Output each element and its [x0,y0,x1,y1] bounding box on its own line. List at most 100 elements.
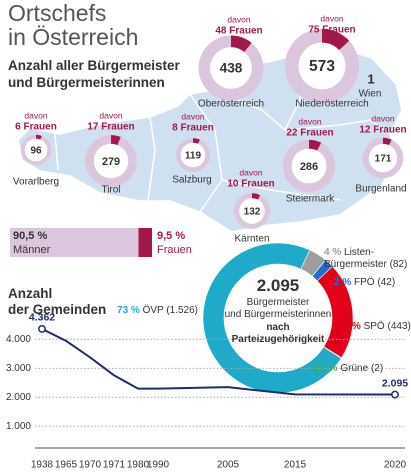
party-name: SPÖ [363,321,385,332]
state-inner [291,148,327,184]
donut-title: Bürgermeister und Bürgermeisterinnen [224,297,332,320]
x-tick-label: 1990 [147,460,170,471]
state-border [221,179,341,201]
party-name: FPÖ [354,277,375,288]
state-note: davon [227,14,250,24]
party-label: 73 % ÖVP (1.526) [100,305,198,317]
party-share: 4 % [324,247,342,258]
state-border [147,116,156,201]
state-women-wedge [252,193,261,201]
state-total-label: 1 [367,71,374,86]
state-inner [368,143,398,173]
state-total-label: 286 [300,161,318,173]
party-share: 73 % [117,305,140,316]
x-tick-label: 2020 [384,460,407,471]
state-note: davon [24,110,47,120]
state-women-wedge [111,135,121,146]
gender-value-label: 90,5 % [13,230,47,242]
state-name: Wien [359,89,382,100]
line-chart-title: Anzahl der Gemeinden [8,286,107,317]
party-label: 4 % Listen- Bürgermeister (82) [324,247,410,271]
state-women-label: 75 Frauen [308,25,355,36]
party-count: (82) [389,259,408,270]
state-name: Vorarlberg [13,177,59,188]
state-inner [298,42,346,90]
line-marker [38,324,46,333]
line-value-label: 2.095 [382,377,408,389]
state-note: davon [298,116,321,126]
state-name: Kärnten [234,234,269,245]
party-name: Grüne [340,363,369,374]
gender-bar [10,228,139,257]
x-tick-label: 1970 [79,460,102,471]
state-note: davon [99,110,122,120]
party-share: 21 % [338,321,361,332]
state-name: Steiermark [286,194,335,205]
party-share: 0,1 % [312,363,338,374]
state-note: davon [181,111,204,121]
state-inner [93,143,129,179]
state-inner [239,198,265,224]
title: Ortschefs in Österreich [8,0,139,50]
donut-subtitle: nach Parteizugehörigkeit [231,322,325,345]
donut-segment [202,242,342,394]
state-total-label: 279 [102,156,120,168]
state-total-label: 573 [309,58,335,75]
state-total-label: 96 [30,146,42,157]
state-women-label: 10 Frauen [227,179,274,190]
party-count: (443) [387,321,411,332]
state-women-label: 17 Frauen [87,122,134,133]
y-tick-label: 2.000 [6,392,31,403]
party-count: (2) [370,363,384,374]
state-name: Tirol [101,185,120,196]
state-total-label: 171 [375,154,392,165]
party-count: (1.526) [166,305,198,316]
gender-bar [138,228,152,257]
party-name: Listen- Bürgermeister [324,247,387,270]
gender-value-label: 9,5 % [157,230,185,242]
state-name: Oberösterreich [198,99,264,110]
state-inner [180,142,206,168]
state-total-label: 132 [244,207,261,218]
y-tick-label: 1.000 [6,421,31,432]
state-border [54,133,59,171]
state-women-label: 22 Frauen [286,128,333,139]
state-name: Salzburg [172,175,211,186]
state-note: davon [371,113,394,123]
line-series [41,327,396,396]
state-women-label: 12 Frauen [359,125,406,136]
state-women-label: 6 Frauen [15,122,57,133]
y-tick-label: 3.000 [6,363,31,374]
state-total-label: 119 [185,151,202,162]
party-label: 21 % SPÖ (443) [338,321,411,333]
line-marker [391,390,399,399]
x-tick-label: 1980 [127,460,150,471]
state-inner [210,47,252,89]
state-name: Burgenland [355,184,406,195]
party-name: ÖVP [142,305,164,316]
state-note: davon [239,167,262,177]
state-border [189,93,223,213]
state-border [284,119,391,135]
state-note: davon [320,13,343,23]
state-women-wedge [383,137,392,146]
x-tick-label: 2015 [284,460,307,471]
state-women-wedge [322,28,350,51]
state-women-wedge [193,138,200,145]
party-count: (42) [377,277,396,288]
subtitle: Anzahl aller Bürgermeister und Bürgermei… [8,58,180,90]
gender-name: Männer [13,244,51,256]
party-label: 2 % FPÖ (42) [334,277,395,289]
gender-name: Frauen [157,244,192,256]
state-women-label: 8 Frauen [172,123,214,134]
party-label: 0,1 % Grüne (2) [312,363,383,375]
state-name: Niederösterreich [295,99,368,110]
x-tick-label: 1971 [103,460,126,471]
donut-total: 2.095 [256,276,300,295]
x-tick-label: 2005 [217,460,240,471]
state-women-wedge [36,134,42,140]
party-share: 2 % [334,277,352,288]
state-women-label: 48 Frauen [215,26,262,37]
